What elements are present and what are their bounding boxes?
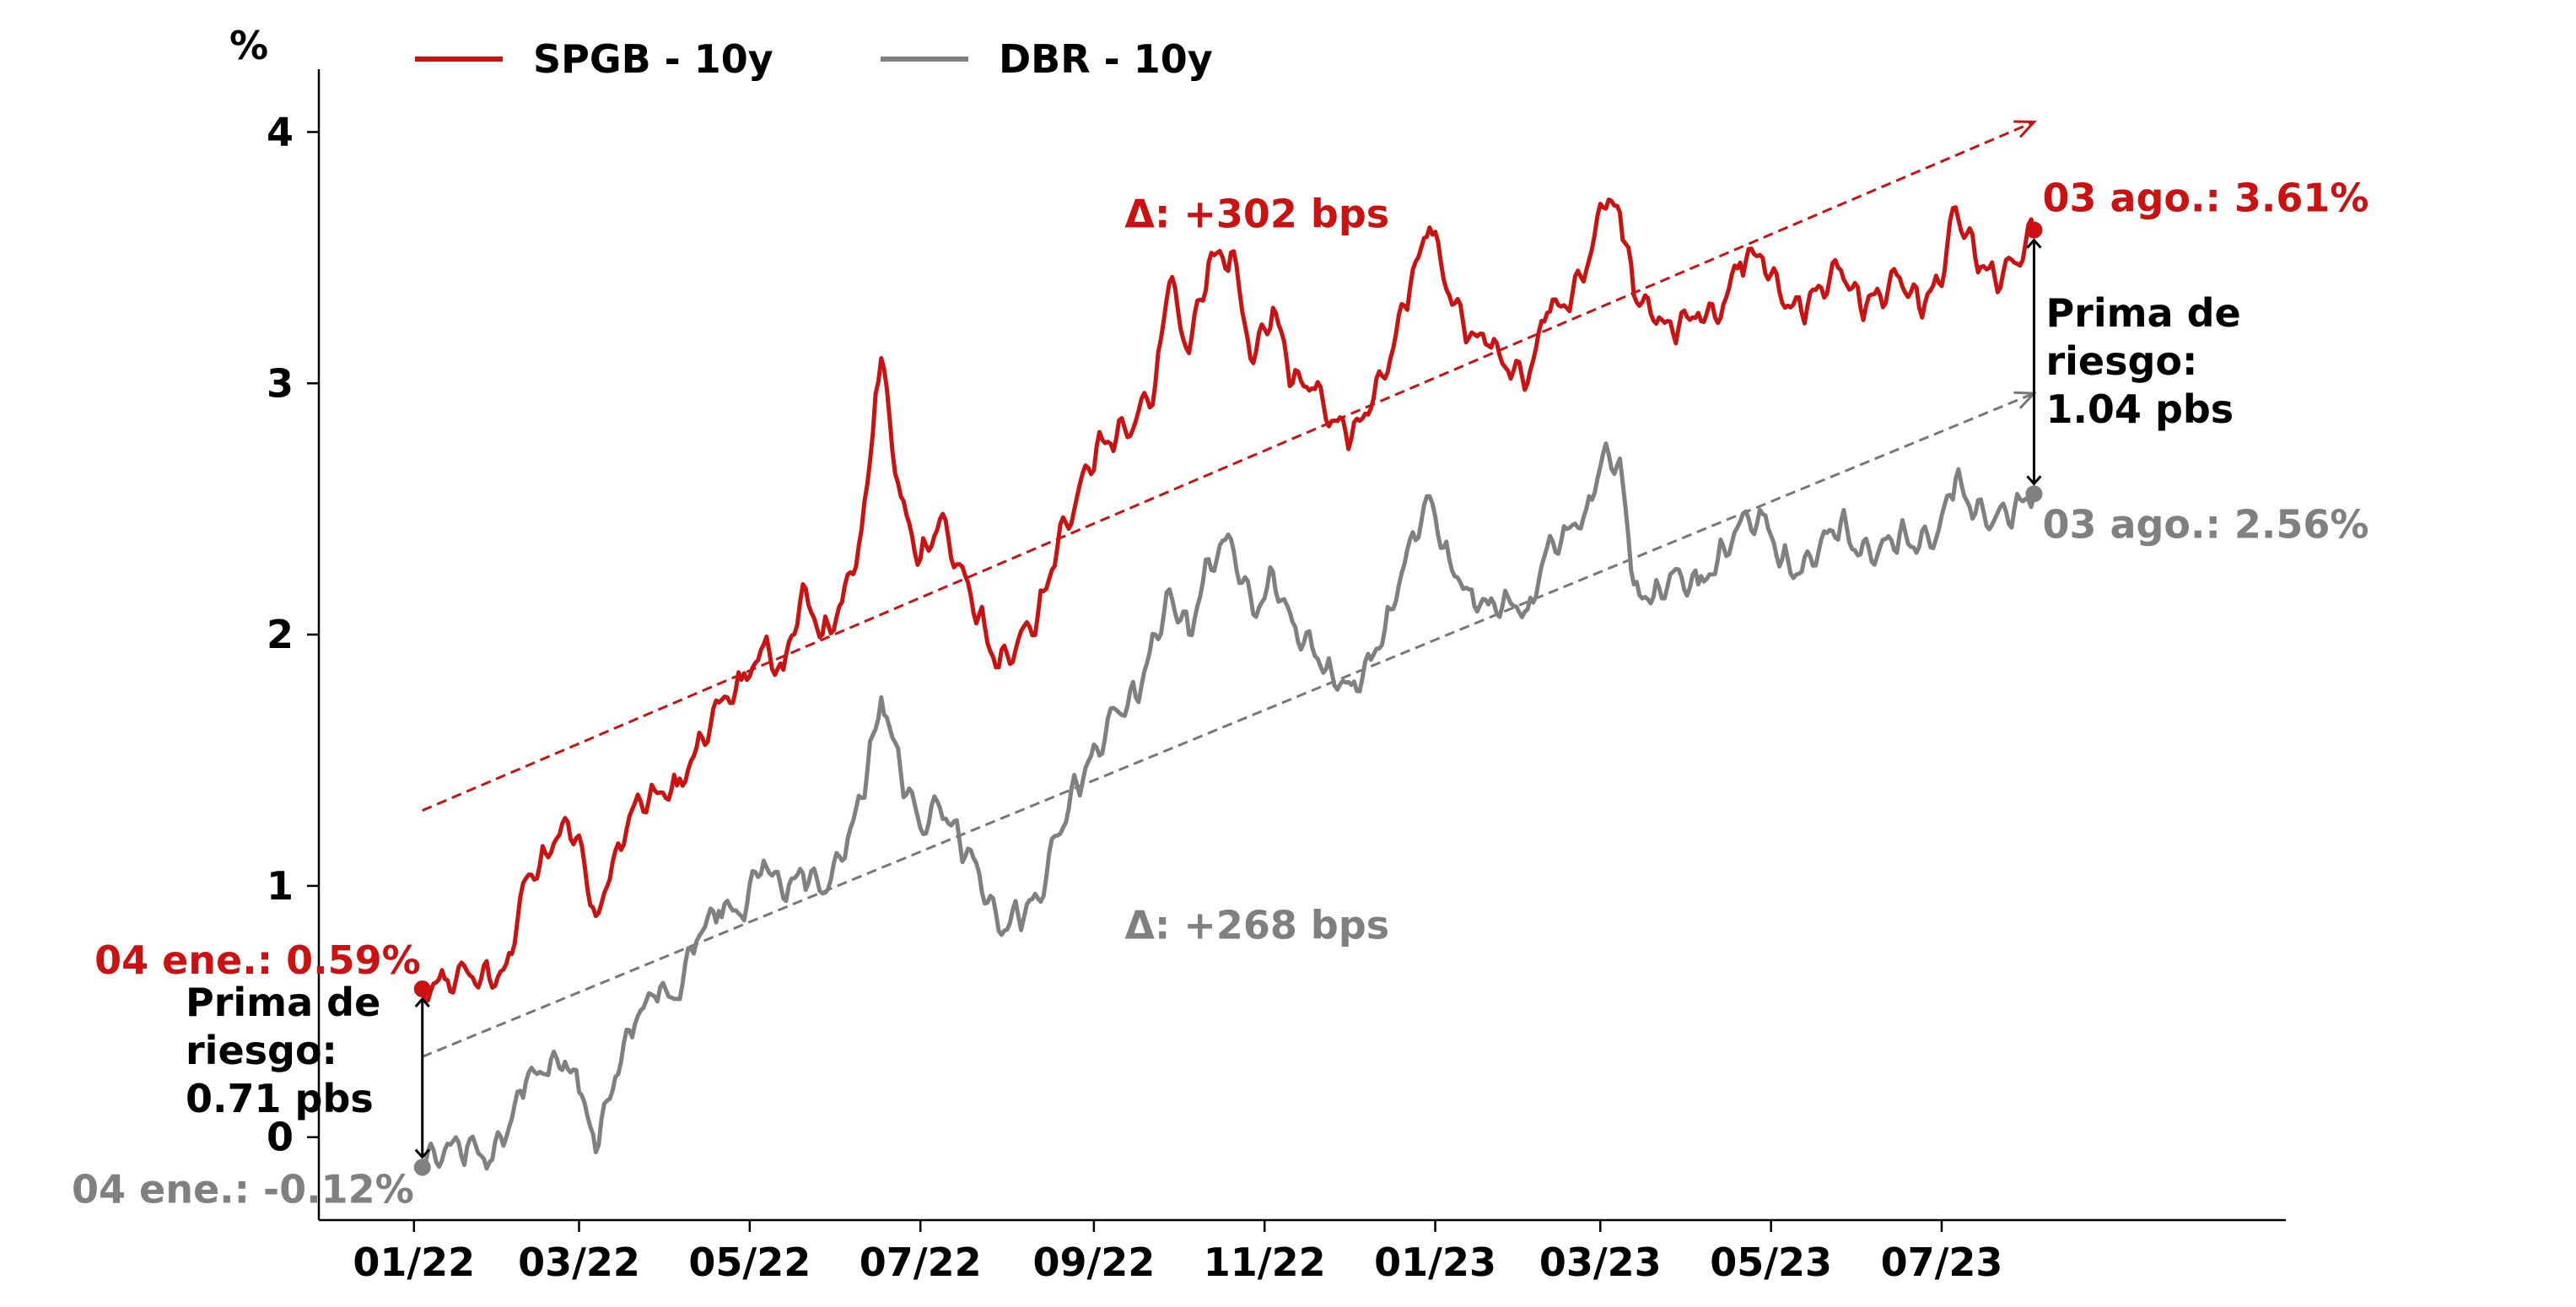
x-tick-label: 11/22 (1204, 1239, 1326, 1285)
end-point-dbr (2025, 485, 2043, 503)
series-lines (420, 197, 2036, 1171)
y-tick-label: 4 (267, 109, 294, 154)
end-label-spgb: 03 ago.: 3.61% (2042, 176, 2369, 221)
x-tick-label: 09/22 (1032, 1239, 1155, 1285)
axes: 0 1 2 3 4% 01/22 03/22 05/22 07/22 09/22 11/22 01/2… (229, 23, 2286, 1285)
start-point-spgb (413, 980, 431, 998)
start-label-spgb: 04 ene.: 0.59% (94, 937, 421, 983)
x-tick-label: 03/22 (518, 1239, 640, 1285)
x-tick-label: 01/23 (1374, 1239, 1496, 1285)
risk-premium-start-label: riesgo: (186, 1028, 337, 1073)
y-tick-label: 0 (267, 1115, 294, 1160)
risk-premium-start-label: Prima de (186, 980, 380, 1025)
x-tick-label: 07/23 (1881, 1239, 2003, 1285)
y-tick-label: 2 (267, 612, 294, 657)
delta-label-dbr: Δ: +268 bps (1124, 902, 1389, 948)
y-tick-label: 1 (267, 863, 294, 909)
y-tick-label: 3 (267, 360, 294, 406)
x-tick-label: 05/23 (1710, 1239, 1832, 1285)
x-tick-label: 07/22 (860, 1239, 982, 1285)
trendline-dbr (422, 391, 2037, 1058)
trendlines (422, 120, 2037, 1058)
end-point-spgb (2025, 221, 2043, 239)
y-axis-label: % (229, 23, 268, 68)
x-tick-label: 03/23 (1539, 1239, 1662, 1285)
risk-premium-start-label: 0.71 pbs (186, 1076, 374, 1121)
delta-label-spgb: Δ: +302 bps (1124, 192, 1389, 237)
series-line-spgb (420, 197, 2036, 1003)
legend-label-spgb: SPGB - 10y (533, 36, 773, 82)
legend: SPGB - 10y DBR - 10y (415, 36, 1213, 82)
start-label-dbr: 04 ene.: -0.12% (72, 1166, 414, 1212)
x-tick-label: 01/22 (353, 1239, 475, 1285)
legend-label-dbr: DBR - 10y (999, 36, 1213, 82)
risk-premium-end-label: Prima de (2045, 290, 2240, 336)
risk-premium-end-label: 1.04 pbs (2045, 386, 2234, 432)
risk-premium-end-label: riesgo: (2045, 338, 2197, 384)
annotations: Δ: +302 bps Δ: +268 bps 04 ene.: 0.59% 04 e… (72, 176, 2369, 1212)
x-tick-label: 05/22 (688, 1239, 811, 1285)
trendline-spgb (422, 120, 2037, 812)
series-line-dbr (421, 441, 2036, 1171)
start-point-dbr (413, 1158, 431, 1176)
end-label-dbr: 03 ago.: 2.56% (2042, 501, 2369, 547)
